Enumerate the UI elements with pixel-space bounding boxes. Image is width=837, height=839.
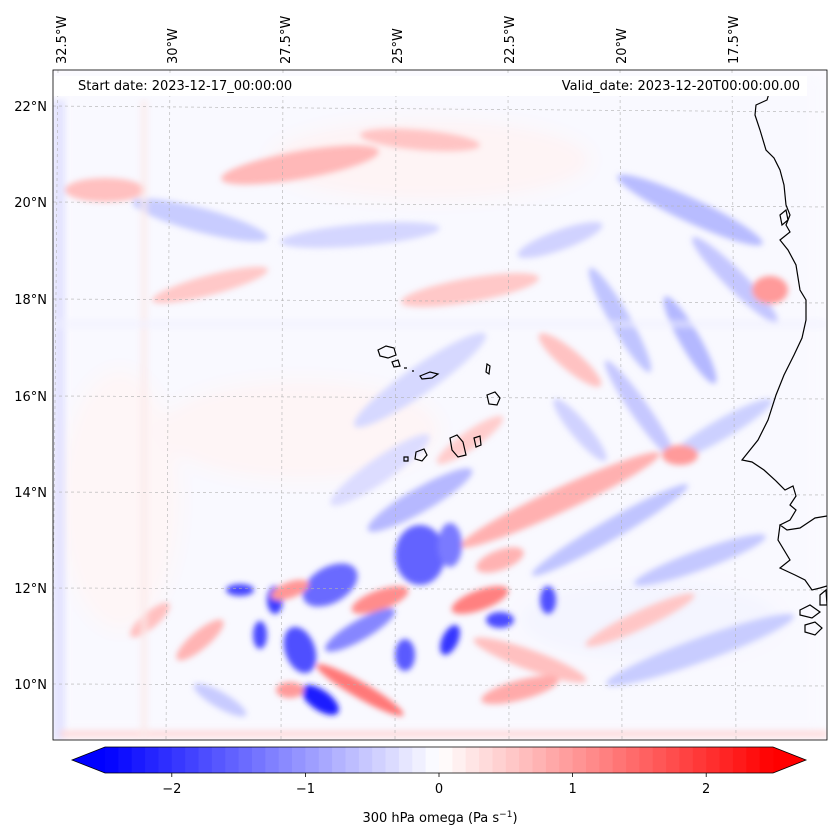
- colorbar-level: [652, 747, 667, 773]
- colorbar-level: [211, 747, 226, 773]
- lat-label: 18°N: [14, 293, 47, 308]
- lon-label: 32.5°W: [55, 16, 70, 64]
- colorbar-level: [612, 747, 627, 773]
- lat-label: 16°N: [14, 390, 47, 405]
- colorbar-outline: [70, 746, 808, 774]
- colorbar-level: [105, 747, 119, 773]
- colorbar-level: [572, 747, 587, 773]
- colorbar-level: [532, 747, 547, 773]
- colorbar-level: [626, 747, 640, 773]
- lon-label: 20°W: [615, 28, 630, 64]
- island-sal: [485, 362, 491, 376]
- lon-label: 25°W: [391, 28, 406, 64]
- colorbar-level: [118, 747, 133, 773]
- colorbar-tick-label: 2: [702, 782, 710, 797]
- colorbar-level: [465, 747, 480, 773]
- lon-label: 22.5°W: [503, 16, 518, 64]
- map-frame: [52, 69, 828, 741]
- lat-label: 10°N: [14, 678, 47, 693]
- colorbar-steps: [105, 747, 774, 773]
- colorbar-level: [265, 747, 280, 773]
- colorbar-level: [452, 747, 467, 773]
- start-date-label: Start date: 2023-12-17_00:00:00: [78, 79, 292, 94]
- lat-label: 14°N: [14, 486, 47, 501]
- colorbar-level: [412, 747, 427, 773]
- colorbar-level: [599, 747, 614, 773]
- colorbar-level: [759, 747, 774, 773]
- island-fogo: [414, 448, 428, 462]
- colorbar-level: [318, 747, 333, 773]
- colorbar-level: [706, 747, 721, 773]
- colorbar-level: [238, 747, 253, 773]
- colorbar-tick-label: −1: [296, 782, 315, 797]
- colorbar-label-main: 300 hPa omega (Pa s: [362, 811, 499, 826]
- colorbar-level: [171, 747, 186, 773]
- colorbar-level: [398, 747, 413, 773]
- colorbar-level: [639, 747, 654, 773]
- colorbar-ticks: −2 −1 0 1 2: [162, 773, 710, 797]
- island-santo-antao: [377, 345, 397, 359]
- africa-coastline: [740, 89, 827, 531]
- island-santiago: [449, 434, 467, 458]
- colorbar-label: 300 hPa omega (Pa s−1): [362, 810, 517, 826]
- colorbar-level: [505, 747, 520, 773]
- colorbar-level: [719, 747, 734, 773]
- lon-label: 27.5°W: [279, 16, 294, 64]
- colorbar-level: [559, 747, 574, 773]
- colorbar-level: [332, 747, 346, 773]
- colorbar-level: [732, 747, 747, 773]
- colorbar-max-extend: [773, 747, 806, 773]
- colorbar-level: [666, 747, 680, 773]
- colorbar-level: [372, 747, 387, 773]
- colorbar-tick-label: −2: [162, 782, 181, 797]
- colorbar-level: [305, 747, 320, 773]
- island-sao-nicolau: [419, 371, 440, 380]
- colorbar-level: [585, 747, 600, 773]
- info-box: [53, 76, 807, 96]
- island-brava: [403, 456, 409, 462]
- colorbar-level: [692, 747, 707, 773]
- coastlines: [377, 89, 827, 636]
- island-maio: [473, 435, 482, 448]
- colorbar-level: [479, 747, 493, 773]
- colorbar-min-extend: [72, 747, 105, 773]
- omega-field: [53, 70, 827, 740]
- colorbar-level: [345, 747, 360, 773]
- island-boa-vista: [486, 391, 501, 406]
- colorbar-level: [185, 747, 200, 773]
- colorbar-level: [292, 747, 306, 773]
- colorbar-tick-label: 1: [568, 782, 576, 797]
- lat-label: 22°N: [14, 100, 47, 115]
- colorbar-level: [492, 747, 507, 773]
- colorbar-level: [158, 747, 173, 773]
- colorbar: −2 −1 0 1 2 300 hPa omega (Pa s−1): [70, 746, 808, 826]
- colorbar-level: [385, 747, 400, 773]
- valid-date-label: Valid_date: 2023-12-20T00:00:00.00: [562, 79, 800, 94]
- colorbar-level: [225, 747, 240, 773]
- colorbar-level: [358, 747, 373, 773]
- colorbar-level: [545, 747, 560, 773]
- colorbar-level: [198, 747, 213, 773]
- island-sao-vicente: [391, 359, 401, 368]
- lon-label: 30°W: [166, 28, 181, 64]
- longitude-labels: 32.5°W 30°W 27.5°W 25°W 22.5°W 20°W 17.5…: [55, 16, 742, 64]
- colorbar-label-end: ): [512, 811, 517, 826]
- lat-label: 12°N: [14, 582, 47, 597]
- colorbar-level: [425, 747, 440, 773]
- colorbar-level: [251, 747, 266, 773]
- colorbar-level: [145, 747, 159, 773]
- colorbar-level: [278, 747, 293, 773]
- colorbar-level: [746, 747, 761, 773]
- lat-label: 20°N: [14, 196, 47, 211]
- gridlines: [53, 70, 827, 740]
- colorbar-level: [519, 747, 534, 773]
- colorbar-level: [131, 747, 146, 773]
- colorbar-level: [679, 747, 694, 773]
- colorbar-tick-label: 0: [435, 782, 443, 797]
- colorbar-level: [439, 747, 453, 773]
- colorbar-label-exponent: −1: [499, 810, 512, 820]
- lon-label: 17.5°W: [727, 16, 742, 64]
- latitude-labels: 22°N 20°N 18°N 16°N 14°N 12°N 10°N: [14, 100, 47, 693]
